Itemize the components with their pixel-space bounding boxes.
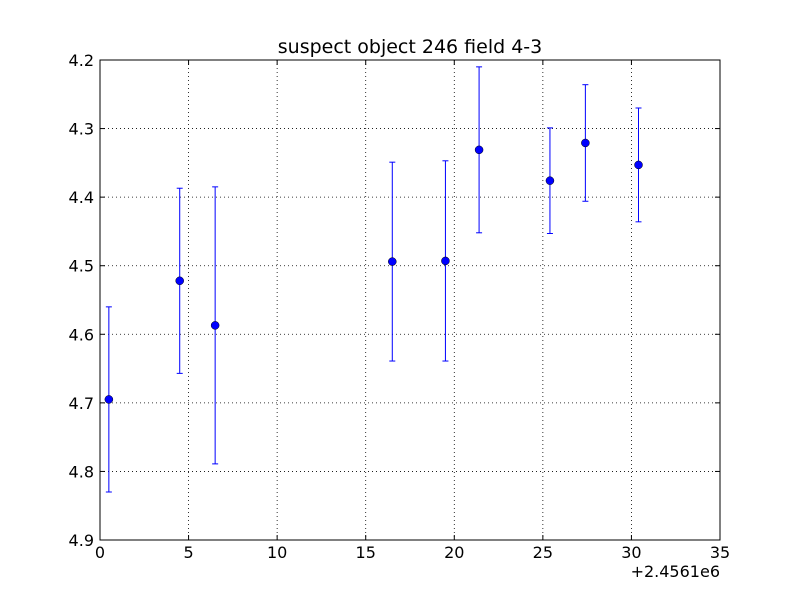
data-point xyxy=(104,395,114,404)
data-point xyxy=(388,257,397,266)
x-tick-label: 15 xyxy=(356,543,376,562)
y-tick-label: 4.3 xyxy=(69,120,94,139)
data-point xyxy=(474,145,484,155)
x-tick-label: 5 xyxy=(183,543,193,562)
y-tick-label: 4.5 xyxy=(69,257,94,276)
x-tick-label: 35 xyxy=(710,543,730,562)
y-tick-label: 4.2 xyxy=(69,51,94,70)
y-tick-label: 4.4 xyxy=(69,188,94,207)
x-tick-label: 30 xyxy=(621,543,641,562)
data-point xyxy=(175,276,184,286)
plot-area xyxy=(100,60,720,540)
x-tick-label: 0 xyxy=(95,543,105,562)
y-tick-labels: 4.2 4.3 4.4 4.5 4.6 4.7 4.8 4.9 xyxy=(69,51,94,550)
x-tick-label: 10 xyxy=(267,543,287,562)
y-tick-label: 4.9 xyxy=(69,531,94,550)
y-tick-label: 4.8 xyxy=(69,462,94,481)
x-tick-label: 25 xyxy=(533,543,553,562)
data-points xyxy=(104,138,643,404)
grid xyxy=(100,60,720,540)
plot-frame xyxy=(99,59,721,541)
data-point xyxy=(210,321,220,330)
x-offset-label: +2.4561e6 xyxy=(631,562,720,581)
data-point xyxy=(581,138,590,148)
data-point xyxy=(634,160,643,170)
x-tick-labels: 0 5 10 15 20 25 30 35 xyxy=(95,543,730,562)
chart-title: suspect object 246 field 4-3 xyxy=(278,36,543,58)
data-point xyxy=(545,176,555,185)
x-tick-label: 20 xyxy=(444,543,464,562)
y-tick-label: 4.6 xyxy=(69,325,94,344)
data-point xyxy=(441,256,450,266)
ticks xyxy=(99,59,721,541)
y-tick-label: 4.7 xyxy=(69,394,94,413)
